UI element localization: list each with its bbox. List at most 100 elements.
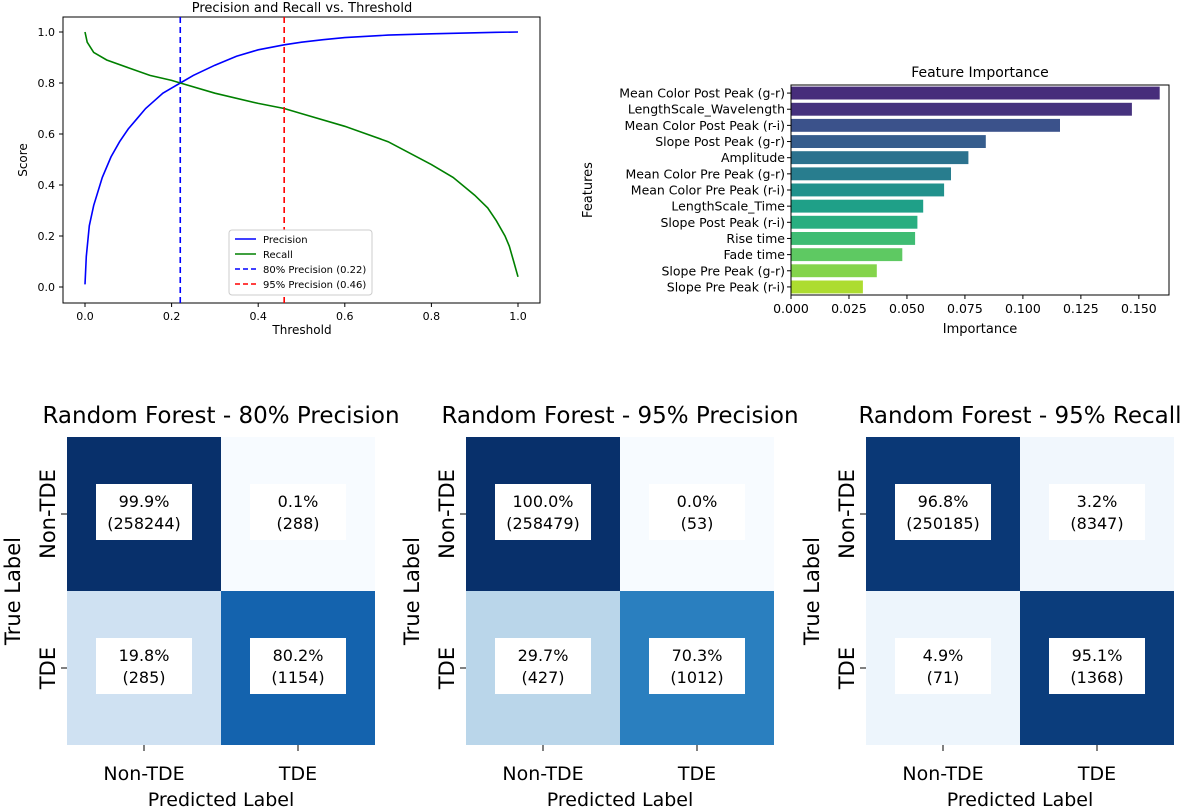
cm-cell-percent: 96.8% bbox=[918, 492, 969, 511]
cm-cell-percent: 29.7% bbox=[518, 646, 569, 665]
cm-row-label: TDE bbox=[835, 647, 859, 690]
fi-bars bbox=[791, 86, 1160, 294]
pr-x-tick-label: 0.2 bbox=[163, 310, 181, 323]
legend-80-precision-label: 80% Precision (0.22) bbox=[263, 265, 366, 276]
pr-y-tick-label: 0.8 bbox=[38, 77, 56, 90]
feature-label: Fade time bbox=[723, 247, 785, 262]
pr-y-tick-label: 1.0 bbox=[38, 26, 56, 39]
cm-cell-count: (250185) bbox=[906, 514, 980, 533]
cm-row-label: Non-TDE bbox=[435, 469, 459, 559]
feature-label: Mean Color Pre Peak (g-r) bbox=[626, 166, 785, 181]
feature-importance-chart: Feature Importance 0.000 0.025 0.050 0.075 0… bbox=[581, 65, 1170, 337]
feature-label: Amplitude bbox=[721, 150, 785, 165]
cm-cell-percent: 99.9% bbox=[119, 492, 170, 511]
importance-bar bbox=[791, 264, 877, 278]
cm-col-label: Non-TDE bbox=[502, 763, 583, 785]
cm-cell-label-box bbox=[1049, 484, 1145, 540]
cm-cell-count: (1154) bbox=[271, 668, 324, 687]
fi-y-axis-label: Features bbox=[581, 162, 596, 218]
importance-bar bbox=[791, 280, 863, 294]
importance-bar bbox=[791, 86, 1160, 100]
fi-x-tick-label: 0.075 bbox=[947, 301, 983, 316]
fi-x-tick-label: 0.150 bbox=[1121, 301, 1157, 316]
cm-cell-count: (1368) bbox=[1070, 668, 1123, 687]
cm-title: Random Forest - 95% Recall bbox=[858, 403, 1181, 429]
pr-y-axis-label: Score bbox=[16, 143, 30, 177]
cm-cell-label-box bbox=[250, 484, 346, 540]
cm-cell-percent: 19.8% bbox=[119, 646, 170, 665]
feature-label: Mean Color Post Peak (g-r) bbox=[619, 86, 785, 101]
importance-bar bbox=[791, 135, 986, 148]
cm-cell-percent: 95.1% bbox=[1072, 646, 1123, 665]
pr-legend-box bbox=[228, 229, 373, 296]
fi-x-axis: 0.000 0.025 0.050 0.075 0.100 0.125 0.150 bbox=[773, 295, 1157, 316]
cm-cell-percent: 3.2% bbox=[1077, 492, 1118, 511]
feature-label: LengthScale_Wavelength bbox=[628, 102, 785, 117]
cm-cell-percent: 4.9% bbox=[923, 646, 964, 665]
cm-x-axis-label: Predicted Label bbox=[547, 789, 694, 810]
importance-bar bbox=[791, 183, 945, 197]
cm-cell-percent: 100.0% bbox=[512, 492, 573, 511]
pr-legend: Precision Recall 80% Precision (0.22) 95… bbox=[228, 229, 373, 296]
cm-cell-count: (71) bbox=[927, 668, 960, 687]
cm-cell-label-box bbox=[96, 638, 192, 694]
cm-col-label: TDE bbox=[1077, 763, 1116, 785]
confusion-matrix-1: Random Forest - 80% Precision 99.9% (25824… bbox=[1, 403, 400, 810]
cm-row-label: Non-TDE bbox=[36, 469, 60, 559]
fi-x-tick-label: 0.125 bbox=[1063, 301, 1099, 316]
fi-x-tick-label: 0.100 bbox=[1005, 301, 1041, 316]
cm-cell-count: (53) bbox=[681, 514, 714, 533]
feature-label: Rise time bbox=[726, 231, 785, 246]
fi-x-tick-label: 0.050 bbox=[889, 301, 925, 316]
cm-x-axis-label: Predicted Label bbox=[947, 789, 1094, 810]
cm-cell-label-box bbox=[495, 484, 591, 540]
cm-cell-label-box bbox=[96, 484, 192, 540]
confusion-matrix-3: Random Forest - 95% Recall 96.8% (250185) 3… bbox=[800, 403, 1182, 810]
cm-cell-count: (258244) bbox=[107, 514, 181, 533]
pr-x-axis: 0.0 0.2 0.4 0.6 0.8 1.0 bbox=[76, 303, 527, 323]
cm-x-axis-label: Predicted Label bbox=[148, 789, 295, 810]
importance-bar bbox=[791, 215, 918, 229]
cm-cell-percent: 0.0% bbox=[677, 492, 718, 511]
cm-row-label: Non-TDE bbox=[835, 469, 859, 559]
importance-bar bbox=[791, 199, 924, 213]
confusion-matrix-2: Random Forest - 95% Precision 100.0% (2584… bbox=[400, 403, 799, 810]
pr-y-axis: 0.0 0.2 0.4 0.6 0.8 1.0 bbox=[38, 26, 63, 294]
cm-y-axis-label: True Label bbox=[1, 537, 25, 646]
cm-cell-count: (285) bbox=[122, 668, 165, 687]
cm-cell-label-box bbox=[895, 638, 991, 694]
importance-bar bbox=[791, 232, 916, 245]
importance-bar bbox=[791, 102, 1132, 116]
cm-cell-count: (8347) bbox=[1070, 514, 1123, 533]
fi-x-axis-label: Importance bbox=[943, 322, 1018, 337]
cm-title: Random Forest - 80% Precision bbox=[42, 403, 399, 429]
cm-col-label: TDE bbox=[677, 763, 716, 785]
cm-cell-percent: 80.2% bbox=[273, 646, 324, 665]
importance-bar bbox=[791, 167, 951, 181]
cm-row-label: TDE bbox=[36, 647, 60, 690]
cm-cell-count: (288) bbox=[276, 514, 319, 533]
feature-label: Slope Pre Peak (g-r) bbox=[662, 263, 786, 278]
cm-cell-count: (1012) bbox=[670, 668, 723, 687]
cm-cell-label-box bbox=[1049, 638, 1145, 694]
recall-curve bbox=[84, 31, 519, 278]
cm-cell-percent: 70.3% bbox=[672, 646, 723, 665]
precision-recall-chart: Precision and Recall vs. Threshold 0.0 0.… bbox=[16, 1, 541, 337]
importance-bar bbox=[791, 248, 903, 262]
cm-y-axis-label: True Label bbox=[400, 537, 424, 646]
fi-y-axis: Mean Color Post Peak (g-r)LengthScale_Wa… bbox=[619, 86, 791, 294]
pr-plot-frame bbox=[62, 16, 541, 304]
cm-cell-label-box bbox=[649, 484, 745, 540]
cm-cell-label-box bbox=[250, 638, 346, 694]
pr-x-axis-label: Threshold bbox=[271, 323, 331, 337]
pr-y-tick-label: 0.2 bbox=[38, 230, 56, 243]
pr-x-tick-label: 0.0 bbox=[76, 310, 94, 323]
feature-label: Slope Post Peak (g-r) bbox=[655, 134, 785, 149]
pr-y-tick-label: 0.4 bbox=[38, 179, 56, 192]
cm-title: Random Forest - 95% Precision bbox=[441, 403, 798, 429]
cm-y-axis-label: True Label bbox=[800, 537, 824, 646]
fi-chart-title: Feature Importance bbox=[911, 65, 1049, 81]
cm-col-label: TDE bbox=[278, 763, 317, 785]
legend-95-precision-label: 95% Precision (0.46) bbox=[263, 280, 366, 291]
